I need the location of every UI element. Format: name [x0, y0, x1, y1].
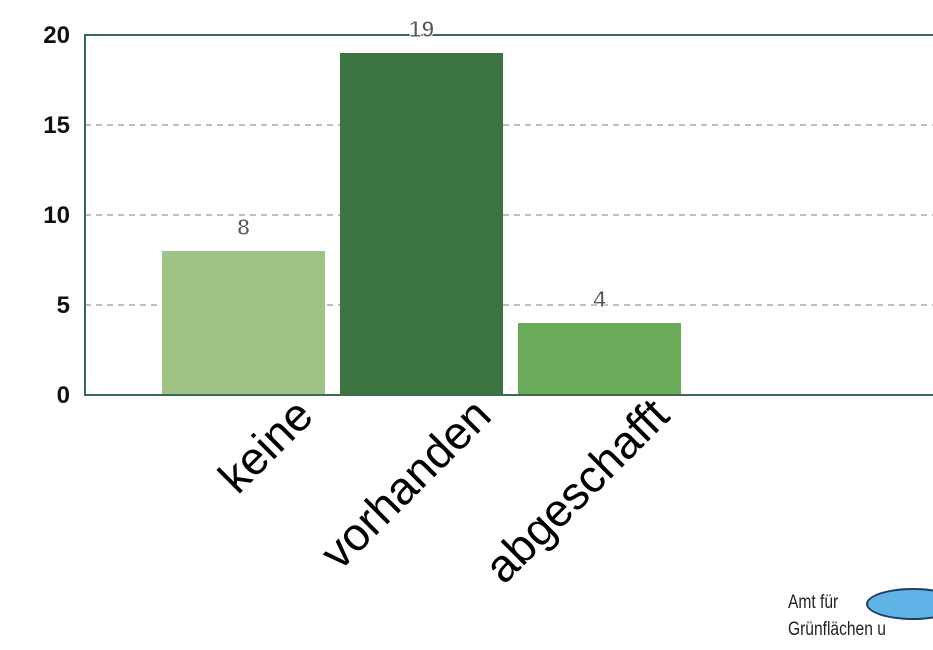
logo-line-2: Grünflächen u	[788, 619, 886, 640]
y-tick-label-0: 0	[57, 382, 70, 409]
data-label-keine: 8	[237, 214, 250, 240]
y-tick-label-5: 5	[57, 292, 70, 319]
amt-logo: Amt für Grünflächen u	[788, 586, 933, 650]
data-label-vorhanden: 19	[409, 16, 435, 42]
y-tick-label-20: 20	[43, 22, 70, 49]
data-label-abgeschafft: 4	[593, 286, 606, 312]
data-labels: 8 19 4	[237, 16, 607, 313]
bar-vorhanden	[340, 53, 503, 395]
y-tick-label-10: 10	[43, 202, 70, 229]
y-tick-label-15: 15	[43, 112, 70, 139]
logo-line-1: Amt für	[788, 592, 839, 613]
bar-keine	[162, 251, 325, 395]
bars	[162, 53, 681, 395]
x-tick-label-abgeschafft: abgeschafft	[474, 388, 679, 593]
plot-frame	[84, 34, 933, 396]
y-axis-ticks: 0 5 10 15 20	[43, 22, 70, 409]
x-tick-label-vorhanden: vorhanden	[310, 388, 500, 578]
x-tick-label-keine: keine	[208, 388, 323, 503]
logo-mark-icon	[866, 588, 933, 620]
bar-abgeschafft	[518, 323, 681, 395]
gridlines	[85, 124, 933, 306]
